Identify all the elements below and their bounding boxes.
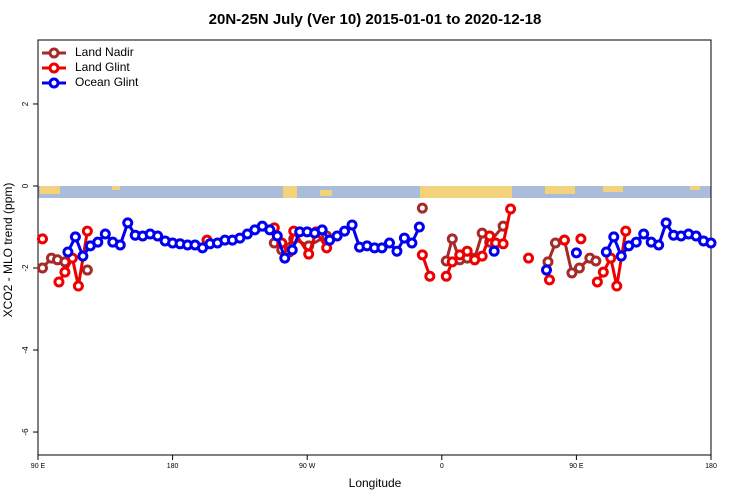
data-point bbox=[570, 247, 582, 259]
data-point bbox=[446, 256, 458, 268]
data-point bbox=[81, 264, 93, 276]
data-point bbox=[69, 231, 81, 243]
data-point bbox=[303, 248, 315, 260]
data-point bbox=[339, 225, 351, 237]
data-point bbox=[346, 219, 358, 231]
x-axis-label: Longitude bbox=[349, 476, 402, 490]
y-axis-label: XCO2 - MLO trend (ppm) bbox=[1, 183, 15, 318]
series-line bbox=[57, 208, 628, 287]
data-point bbox=[286, 244, 298, 256]
data-point bbox=[638, 228, 650, 240]
data-point bbox=[590, 255, 602, 267]
data-point bbox=[72, 280, 84, 292]
data-point bbox=[398, 232, 410, 244]
legend-label: Land Nadir bbox=[75, 45, 134, 59]
data-point bbox=[271, 230, 283, 242]
data-point bbox=[383, 237, 395, 249]
data-point bbox=[279, 252, 291, 264]
data-point bbox=[488, 245, 500, 257]
data-point bbox=[413, 221, 425, 233]
data-point bbox=[543, 274, 555, 286]
data-point bbox=[406, 237, 418, 249]
legend-marker bbox=[48, 77, 60, 89]
data-point bbox=[53, 276, 65, 288]
data-point bbox=[591, 276, 603, 288]
x-tick-label: 180 bbox=[167, 463, 179, 470]
data-point bbox=[542, 256, 554, 268]
data-point bbox=[424, 270, 436, 282]
data-point bbox=[575, 233, 587, 245]
data-point bbox=[36, 262, 48, 274]
data-point bbox=[608, 231, 620, 243]
data-point bbox=[549, 237, 561, 249]
x-tick-label: 0 bbox=[440, 463, 444, 470]
data-point bbox=[620, 225, 632, 237]
legend-label: Ocean Glint bbox=[75, 75, 139, 89]
data-point bbox=[152, 230, 164, 242]
data-point bbox=[446, 233, 458, 245]
y-tick-label: -2 bbox=[21, 264, 30, 272]
data-point bbox=[497, 238, 509, 250]
data-point bbox=[630, 236, 642, 248]
data-point bbox=[122, 217, 134, 229]
data-point bbox=[36, 233, 48, 245]
chart-title: 20N-25N July (Ver 10) 2015-01-01 to 2020… bbox=[209, 11, 542, 28]
data-point bbox=[690, 230, 702, 242]
data-point bbox=[440, 270, 452, 282]
data-point bbox=[558, 234, 570, 246]
data-point bbox=[376, 242, 388, 254]
data-point bbox=[505, 203, 517, 215]
y-tick-label: 0 bbox=[21, 183, 30, 188]
x-tick-label: 90 W bbox=[299, 463, 316, 470]
data-point bbox=[416, 249, 428, 261]
data-point bbox=[99, 228, 111, 240]
y-tick-label: -4 bbox=[21, 346, 30, 354]
data-point bbox=[523, 252, 535, 264]
data-point bbox=[484, 230, 496, 242]
y-tick-label: -6 bbox=[21, 428, 30, 436]
data-point bbox=[611, 280, 623, 292]
data-point bbox=[600, 246, 612, 258]
x-tick-label: 90 E bbox=[31, 463, 46, 470]
data-point bbox=[540, 264, 552, 276]
data-point bbox=[615, 250, 627, 262]
data-point bbox=[573, 262, 585, 274]
data-point bbox=[114, 239, 126, 251]
x-tick-label: 90 E bbox=[569, 463, 584, 470]
legend-marker bbox=[48, 47, 60, 59]
map-strip bbox=[38, 186, 711, 198]
legend-label: Land Glint bbox=[75, 60, 130, 74]
data-point bbox=[461, 245, 473, 257]
data-point bbox=[476, 250, 488, 262]
x-tick-label: 180 bbox=[705, 463, 717, 470]
data-point bbox=[653, 239, 665, 251]
data-point bbox=[416, 202, 428, 214]
data-point bbox=[81, 225, 93, 237]
y-tick-label: 2 bbox=[21, 101, 30, 106]
data-point bbox=[566, 267, 578, 279]
data-point bbox=[660, 217, 672, 229]
legend-marker bbox=[48, 62, 60, 74]
data-point bbox=[92, 236, 104, 248]
data-point bbox=[77, 250, 89, 262]
data-point bbox=[597, 266, 609, 278]
data-point bbox=[391, 245, 403, 257]
data-point bbox=[264, 224, 276, 236]
data-point bbox=[316, 224, 328, 236]
data-point bbox=[705, 237, 717, 249]
data-point bbox=[331, 230, 343, 242]
data-point bbox=[59, 266, 71, 278]
data-point bbox=[62, 246, 74, 258]
